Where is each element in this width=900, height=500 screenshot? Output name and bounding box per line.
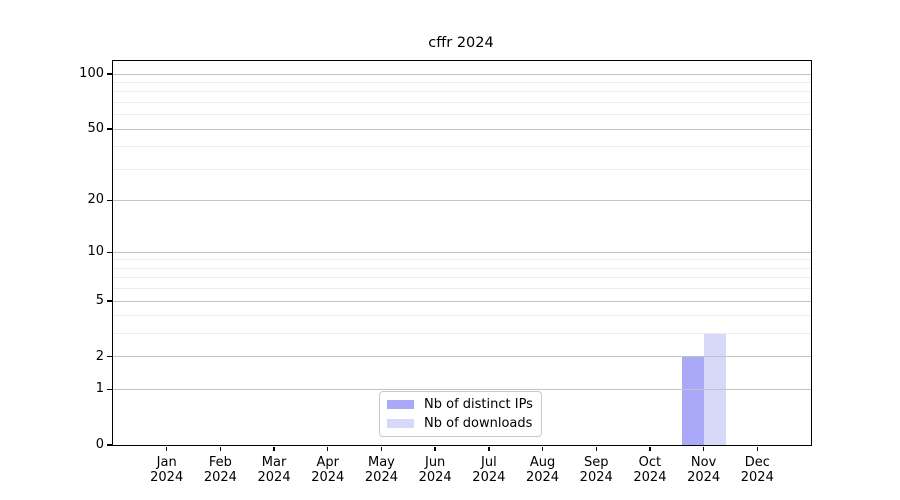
x-tick-label: Dec 2024 xyxy=(740,455,774,485)
y-tick xyxy=(106,300,112,302)
y-tick-label: 0 xyxy=(95,437,104,452)
x-tick-label: Jul 2024 xyxy=(472,455,506,485)
minor-gridline xyxy=(113,315,811,317)
y-tick-label: 50 xyxy=(87,121,104,137)
y-tick-label: 5 xyxy=(95,293,104,309)
x-tick xyxy=(327,446,329,451)
legend-row-distinct-ips: Nb of distinct IPs xyxy=(387,395,534,414)
x-tick-label: Sep 2024 xyxy=(579,455,613,485)
legend-swatch-distinct-ips xyxy=(387,400,414,409)
y-tick-label: 2 xyxy=(95,348,104,364)
y-tick-label: 10 xyxy=(87,244,104,260)
x-tick xyxy=(434,446,436,451)
minor-gridline xyxy=(113,101,811,103)
legend: Nb of distinct IPs Nb of downloads xyxy=(379,391,542,437)
y-tick xyxy=(106,251,112,254)
x-tick-label: Feb 2024 xyxy=(203,455,237,485)
minor-gridline xyxy=(113,114,811,116)
minor-gridline xyxy=(113,146,811,148)
minor-gridline xyxy=(113,277,811,279)
y-tick xyxy=(106,356,112,358)
y-tick xyxy=(106,128,112,130)
major-gridline xyxy=(113,128,811,130)
x-tick-label: Oct 2024 xyxy=(633,455,667,485)
x-tick xyxy=(702,446,705,451)
minor-gridline xyxy=(113,333,811,335)
x-tick xyxy=(488,446,490,451)
minor-gridline xyxy=(113,288,811,290)
minor-gridline xyxy=(113,168,811,170)
minor-gridline xyxy=(113,82,811,84)
major-gridline xyxy=(113,251,811,253)
x-tick xyxy=(219,446,222,451)
major-gridline xyxy=(113,199,811,201)
legend-swatch-downloads xyxy=(387,419,414,428)
legend-row-downloads: Nb of downloads xyxy=(387,414,534,433)
legend-label-distinct-ips: Nb of distinct IPs xyxy=(424,397,533,412)
minor-gridline xyxy=(113,259,811,261)
x-tick xyxy=(380,446,383,451)
x-tick-label: Jan 2024 xyxy=(150,455,184,485)
x-tick xyxy=(165,446,168,451)
major-gridline xyxy=(113,388,811,390)
x-tick-label: Apr 2024 xyxy=(311,455,345,485)
x-tick xyxy=(541,446,544,451)
x-tick xyxy=(595,446,597,451)
x-tick-label: Aug 2024 xyxy=(525,455,560,485)
plot-area: 0 1 2 5 10 20 50 100 Jan 2024 Feb 2024 Mar 2024 Apr… xyxy=(79,60,812,485)
y-tick-label: 20 xyxy=(87,192,104,208)
y-tick xyxy=(106,444,112,446)
x-tick-label: Nov 2024 xyxy=(687,455,721,485)
major-gridline xyxy=(113,356,811,358)
x-tick-label: Mar 2024 xyxy=(257,455,291,485)
legend-label-downloads: Nb of downloads xyxy=(424,416,533,431)
major-gridline xyxy=(113,300,811,302)
y-tick xyxy=(106,73,112,75)
minor-gridline xyxy=(113,267,811,269)
x-tick-label: May 2024 xyxy=(364,455,398,485)
x-tick xyxy=(273,446,275,451)
y-tick xyxy=(106,199,112,202)
x-tick xyxy=(649,446,651,451)
major-gridline xyxy=(113,73,811,75)
bar-nb-of-distinct-ips xyxy=(681,356,704,445)
y-tick xyxy=(106,388,112,390)
x-tick-label: Jun 2024 xyxy=(418,455,452,485)
y-tick-label: 1 xyxy=(95,381,104,397)
y-tick-label: 100 xyxy=(79,66,104,82)
chart-title: cffr 2024 xyxy=(428,35,494,51)
x-tick xyxy=(756,446,758,451)
minor-gridline xyxy=(113,91,811,93)
